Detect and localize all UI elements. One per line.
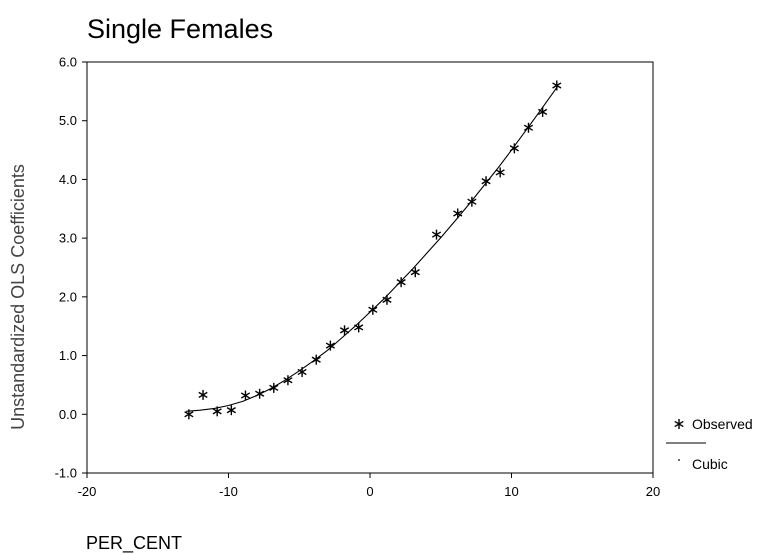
data-point-observed [467, 196, 477, 207]
legend: Observed Cubic [666, 416, 753, 472]
data-point-observed [396, 277, 406, 288]
y-axis-ticks: -1.0 0.0 1.0 2.0 3.0 4.0 5.0 6.0 [55, 55, 87, 481]
data-point-observed [481, 176, 491, 187]
data-point-observed [212, 406, 222, 417]
data-point-observed [431, 229, 442, 240]
x-tick-label: 20 [646, 484, 660, 499]
data-point-observed [255, 388, 265, 399]
legend-dot-cubic [678, 459, 680, 461]
legend-label-cubic: Cubic [692, 456, 728, 472]
legend-marker-observed [674, 419, 684, 429]
x-axis-label: PER_CENT [86, 533, 182, 554]
x-tick-label: 0 [366, 484, 373, 499]
data-point-observed [269, 382, 279, 393]
data-point-observed [523, 122, 534, 133]
data-point-observed [184, 409, 194, 420]
y-tick-label: 1.0 [59, 348, 77, 363]
data-point-observed [226, 405, 236, 416]
series-points-observed [184, 80, 562, 420]
data-point-observed [410, 267, 420, 278]
y-tick-label: 0.0 [59, 407, 77, 422]
data-point-observed [283, 375, 293, 386]
data-point-observed [198, 389, 208, 400]
legend-asterisk-icon [674, 419, 684, 429]
x-tick-label: -20 [78, 484, 97, 499]
x-tick-label: 10 [504, 484, 518, 499]
legend-entry-cubic: Cubic [666, 442, 728, 472]
data-point-observed [552, 80, 562, 91]
legend-entry-observed: Observed [674, 416, 753, 432]
legend-label-observed: Observed [692, 416, 753, 432]
y-tick-label: -1.0 [55, 466, 77, 481]
series-line-cubic [186, 85, 559, 412]
data-point-observed [453, 208, 463, 219]
data-point-observed [382, 294, 392, 305]
y-tick-label: 2.0 [59, 289, 77, 304]
data-point-observed [538, 106, 548, 117]
data-point-observed [495, 167, 505, 178]
y-tick-label: 5.0 [59, 113, 77, 128]
y-axis-label: Unstandardized OLS Coefficients [8, 164, 28, 430]
y-tick-label: 4.0 [59, 172, 77, 187]
data-point-observed [311, 354, 321, 365]
data-point-observed [297, 367, 307, 378]
x-tick-label: -10 [219, 484, 238, 499]
chart-title: Single Females [87, 14, 273, 44]
plot-frame [86, 61, 654, 474]
x-axis-ticks: -20 -10 0 10 20 [78, 473, 660, 499]
data-point-observed [240, 390, 251, 401]
data-point-observed [325, 340, 335, 351]
y-tick-label: 6.0 [59, 55, 77, 70]
data-point-observed [339, 325, 350, 336]
y-tick-label: 3.0 [59, 231, 77, 246]
data-point-observed [509, 143, 519, 154]
data-point-observed [354, 322, 364, 333]
data-point-observed [368, 304, 378, 315]
